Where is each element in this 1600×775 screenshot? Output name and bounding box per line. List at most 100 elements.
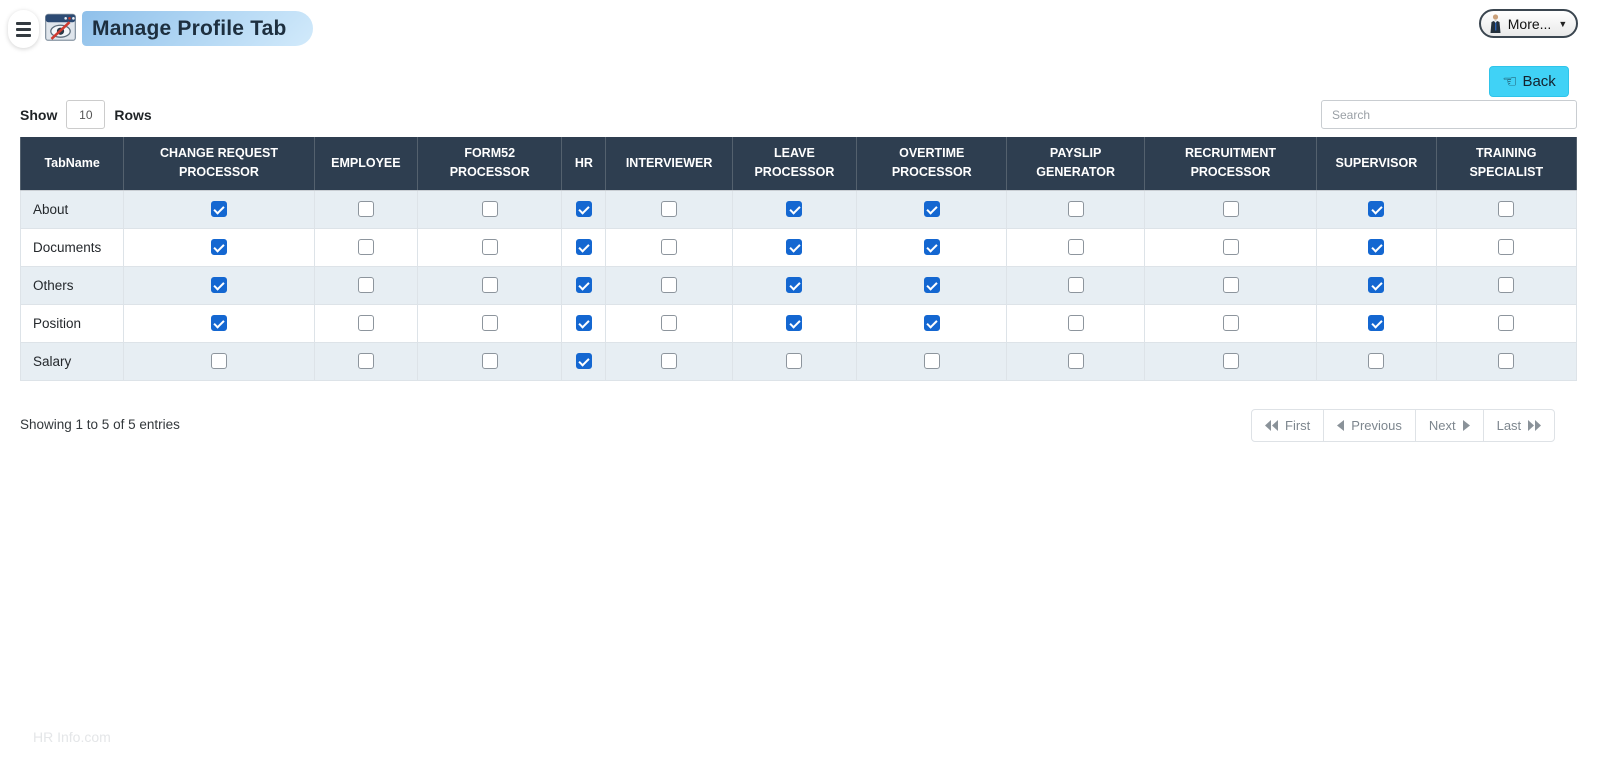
checkbox-checked[interactable] <box>575 315 592 332</box>
checkbox-cell <box>1143 227 1318 267</box>
checkbox-cell <box>1435 227 1578 267</box>
checkbox-unchecked[interactable] <box>661 277 678 294</box>
checkbox-unchecked[interactable] <box>357 239 374 256</box>
checkbox-unchecked[interactable] <box>1067 315 1084 332</box>
next-page-button[interactable]: Next <box>1414 409 1484 442</box>
back-button[interactable]: ☜ Back <box>1489 66 1569 97</box>
more-button[interactable]: More... ▼ <box>1479 9 1578 38</box>
checkbox-cell <box>856 341 1008 381</box>
column-header-tabname: TabName <box>19 137 125 191</box>
chevron-left-icon <box>1337 420 1345 431</box>
hamburger-icon <box>16 21 31 25</box>
column-header: CHANGE REQUEST PROCESSOR <box>123 137 315 191</box>
checkbox-unchecked[interactable] <box>481 315 498 332</box>
checkbox-unchecked[interactable] <box>357 315 374 332</box>
checkbox-checked[interactable] <box>575 353 592 370</box>
checkbox-unchecked[interactable] <box>1067 353 1084 370</box>
tab-name-cell: Others <box>19 265 125 305</box>
checkbox-checked[interactable] <box>210 277 227 294</box>
double-chevron-right-icon <box>1528 420 1542 431</box>
checkbox-unchecked[interactable] <box>481 239 498 256</box>
column-header: RECRUITMENT PROCESSOR <box>1143 137 1318 191</box>
checkbox-unchecked[interactable] <box>481 277 498 294</box>
first-page-button[interactable]: First <box>1251 409 1325 442</box>
checkbox-cell <box>1316 341 1437 381</box>
checkbox-cell <box>313 303 418 343</box>
checkbox-cell <box>1006 189 1145 229</box>
checkbox-unchecked[interactable] <box>1498 353 1515 370</box>
checkbox-checked[interactable] <box>210 239 227 256</box>
checkbox-unchecked[interactable] <box>481 353 498 370</box>
checkbox-cell <box>123 265 315 305</box>
checkbox-unchecked[interactable] <box>357 277 374 294</box>
checkbox-unchecked[interactable] <box>1222 315 1239 332</box>
checkbox-checked[interactable] <box>1368 239 1385 256</box>
checkbox-cell <box>605 227 733 267</box>
checkbox-unchecked[interactable] <box>661 353 678 370</box>
rows-per-page-input[interactable] <box>66 100 106 129</box>
checkbox-cell <box>561 189 607 229</box>
checkbox-cell <box>1143 265 1318 305</box>
checkbox-unchecked[interactable] <box>786 353 803 370</box>
hidden-page-icon <box>45 13 76 41</box>
checkbox-cell <box>856 265 1008 305</box>
checkbox-unchecked[interactable] <box>1498 315 1515 332</box>
checkbox-checked[interactable] <box>923 239 940 256</box>
checkbox-checked[interactable] <box>210 315 227 332</box>
checkbox-unchecked[interactable] <box>1222 239 1239 256</box>
checkbox-checked[interactable] <box>923 277 940 294</box>
checkbox-unchecked[interactable] <box>1222 353 1239 370</box>
checkbox-unchecked[interactable] <box>1498 239 1515 256</box>
checkbox-unchecked[interactable] <box>1498 201 1515 218</box>
checkbox-cell <box>1435 303 1578 343</box>
checkbox-cell <box>1316 189 1437 229</box>
checkbox-unchecked[interactable] <box>1222 277 1239 294</box>
checkbox-unchecked[interactable] <box>210 353 227 370</box>
checkbox-checked[interactable] <box>786 201 803 218</box>
checkbox-cell <box>1006 227 1145 267</box>
hamburger-menu-button[interactable] <box>8 10 39 48</box>
last-page-button[interactable]: Last <box>1482 409 1556 442</box>
previous-page-button[interactable]: Previous <box>1323 409 1416 442</box>
column-header: OVERTIME PROCESSOR <box>856 137 1008 191</box>
checkbox-unchecked[interactable] <box>661 201 678 218</box>
checkbox-unchecked[interactable] <box>1067 201 1084 218</box>
list-controls: Show Rows <box>20 100 1577 130</box>
checkbox-unchecked[interactable] <box>923 353 940 370</box>
checkbox-unchecked[interactable] <box>1067 239 1084 256</box>
rows-label: Rows <box>114 106 152 123</box>
checkbox-checked[interactable] <box>923 201 940 218</box>
checkbox-checked[interactable] <box>210 201 227 218</box>
checkbox-cell <box>1316 303 1437 343</box>
checkbox-cell <box>1143 189 1318 229</box>
checkbox-cell <box>416 265 563 305</box>
checkbox-checked[interactable] <box>575 277 592 294</box>
checkbox-checked[interactable] <box>1368 315 1385 332</box>
checkbox-cell <box>1435 189 1578 229</box>
checkbox-checked[interactable] <box>575 239 592 256</box>
checkbox-unchecked[interactable] <box>1368 353 1385 370</box>
checkbox-checked[interactable] <box>923 315 940 332</box>
checkbox-checked[interactable] <box>786 277 803 294</box>
checkbox-checked[interactable] <box>1368 201 1385 218</box>
checkbox-unchecked[interactable] <box>1222 201 1239 218</box>
search-input[interactable] <box>1321 100 1577 129</box>
checkbox-checked[interactable] <box>786 239 803 256</box>
checkbox-unchecked[interactable] <box>357 201 374 218</box>
checkbox-checked[interactable] <box>575 201 592 218</box>
checkbox-cell <box>731 265 858 305</box>
checkbox-unchecked[interactable] <box>661 315 678 332</box>
checkbox-cell <box>123 189 315 229</box>
checkbox-unchecked[interactable] <box>357 353 374 370</box>
checkbox-checked[interactable] <box>786 315 803 332</box>
checkbox-cell <box>1143 303 1318 343</box>
checkbox-cell <box>313 341 418 381</box>
checkbox-checked[interactable] <box>1368 277 1385 294</box>
checkbox-unchecked[interactable] <box>1498 277 1515 294</box>
checkbox-unchecked[interactable] <box>1067 277 1084 294</box>
checkbox-unchecked[interactable] <box>661 239 678 256</box>
table-row: Documents <box>19 227 1578 267</box>
tab-name-cell: Position <box>19 303 125 343</box>
checkbox-unchecked[interactable] <box>481 201 498 218</box>
back-hand-icon: ☜ <box>1502 72 1518 91</box>
